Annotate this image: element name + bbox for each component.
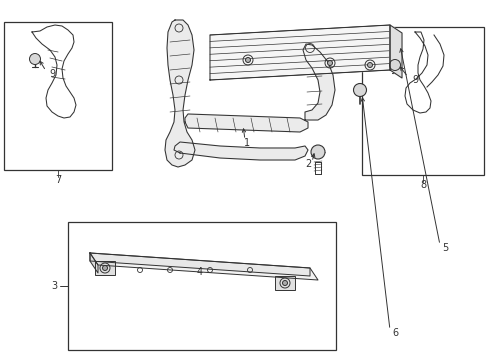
Bar xyxy=(95,261,115,275)
Circle shape xyxy=(282,280,287,285)
Polygon shape xyxy=(90,253,309,276)
Polygon shape xyxy=(174,142,307,160)
Text: 9: 9 xyxy=(411,75,417,85)
Bar xyxy=(361,27,483,175)
Polygon shape xyxy=(209,25,389,80)
Text: 1: 1 xyxy=(244,138,249,148)
Text: 9: 9 xyxy=(49,69,55,79)
Bar xyxy=(274,276,294,290)
Text: 5: 5 xyxy=(441,243,447,253)
Bar xyxy=(4,22,112,170)
Polygon shape xyxy=(90,253,98,273)
Text: 2: 2 xyxy=(304,159,310,169)
Polygon shape xyxy=(389,25,401,78)
Circle shape xyxy=(102,265,107,270)
Circle shape xyxy=(353,84,366,96)
Text: 4: 4 xyxy=(197,267,203,277)
Text: 8: 8 xyxy=(419,180,425,190)
Text: 7: 7 xyxy=(55,175,61,185)
Circle shape xyxy=(245,58,250,63)
Polygon shape xyxy=(184,114,307,132)
Bar xyxy=(68,222,335,350)
Polygon shape xyxy=(303,44,334,120)
Circle shape xyxy=(310,145,325,159)
Polygon shape xyxy=(90,253,317,280)
Polygon shape xyxy=(164,20,195,167)
Text: 3: 3 xyxy=(51,281,57,291)
Text: 6: 6 xyxy=(391,328,397,338)
Circle shape xyxy=(367,63,372,68)
Circle shape xyxy=(29,54,41,64)
Circle shape xyxy=(389,59,400,71)
Circle shape xyxy=(327,60,332,66)
